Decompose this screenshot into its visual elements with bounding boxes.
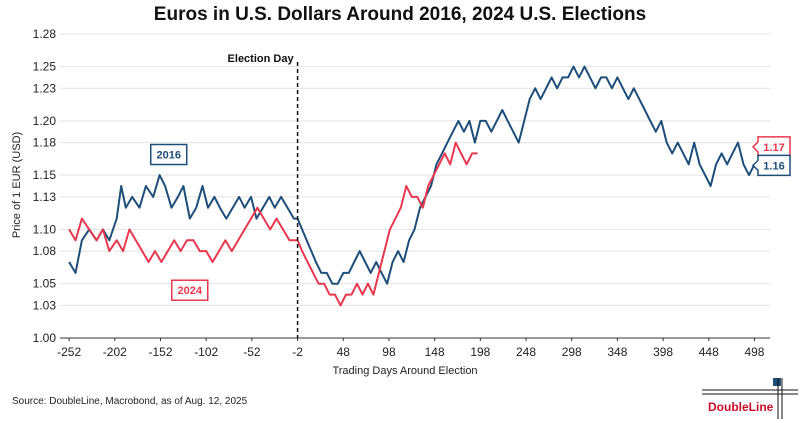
y-tick-label: 1.15 (33, 168, 57, 182)
x-tick-label: -152 (148, 345, 172, 359)
series-label-2024-text: 2024 (178, 285, 203, 297)
series-label-2016-text: 2016 (156, 150, 180, 162)
y-tick-label: 1.10 (33, 222, 57, 236)
gridlines (60, 33, 770, 339)
y-tick-label: 1.03 (33, 298, 57, 312)
x-tick-label: 348 (607, 345, 627, 359)
x-tick-label: 448 (699, 345, 719, 359)
series-lines (68, 65, 756, 307)
y-tick-label: 1.20 (33, 114, 57, 128)
y-tick-label: 1.08 (33, 244, 57, 258)
x-tick-label: 198 (470, 345, 490, 359)
series-line-2016 (68, 65, 756, 285)
end-value-2016-text: 1.16 (763, 160, 784, 172)
y-tick-label: 1.13 (33, 190, 57, 204)
doubleline-logo (700, 376, 800, 419)
series-line-2024 (68, 141, 478, 307)
chart-title: Euros in U.S. Dollars Around 2016, 2024 … (153, 4, 647, 25)
x-tick-label: -102 (194, 345, 218, 359)
series-label-2024: 2024 (171, 279, 209, 301)
x-tick-label: 298 (562, 345, 582, 359)
x-tick-label: -52 (243, 345, 261, 359)
logo-text: DoubleLine (708, 400, 774, 414)
x-tick-label: 148 (425, 345, 445, 359)
x-tick-label: 98 (382, 345, 396, 359)
x-axis-label: Trading Days Around Election (332, 365, 477, 377)
x-tick-label: 398 (653, 345, 673, 359)
election-day-label: Election Day (228, 53, 295, 65)
x-tick-label: -2 (292, 345, 303, 359)
x-tick-label: 498 (744, 345, 764, 359)
y-tick-label: 1.23 (33, 81, 57, 95)
x-tick-label: 48 (337, 345, 351, 359)
series-label-2016: 2016 (149, 143, 188, 166)
y-tick-label: 1.18 (33, 136, 57, 150)
end-value-2016: 1.16 (751, 154, 791, 177)
end-value-2024-box (751, 136, 791, 158)
series-label-2024-box (171, 279, 209, 301)
annotations: Election Day 2016 2024 1.17 1.16 (149, 53, 791, 338)
x-tick-label: -252 (57, 345, 81, 359)
end-value-2024: 1.17 (751, 136, 791, 158)
y-tick-label: 1.00 (33, 331, 57, 345)
series-label-2016-box (149, 143, 188, 166)
y-tick-label: 1.05 (33, 277, 57, 291)
y-axis-label: Price of 1 EUR (USD) (11, 132, 23, 238)
end-value-2024-text: 1.17 (763, 142, 784, 154)
end-value-2016-box (751, 154, 791, 177)
source-note: Source: DoubleLine, Macrobond, as of Aug… (12, 396, 248, 407)
y-axis-ticks: 1.00 1.03 1.05 1.08 1.10 1.13 1.15 1.18 1.20 1.23… (33, 27, 57, 345)
y-tick-label: 1.25 (33, 60, 57, 74)
y-tick-label: 1.28 (33, 27, 57, 41)
x-tick-label: -202 (103, 345, 127, 359)
x-axis-ticks: -252 -202 -152 -102 -52 -2 48 98 148 198 248 298 348… (57, 338, 765, 359)
x-tick-label: 248 (516, 345, 536, 359)
